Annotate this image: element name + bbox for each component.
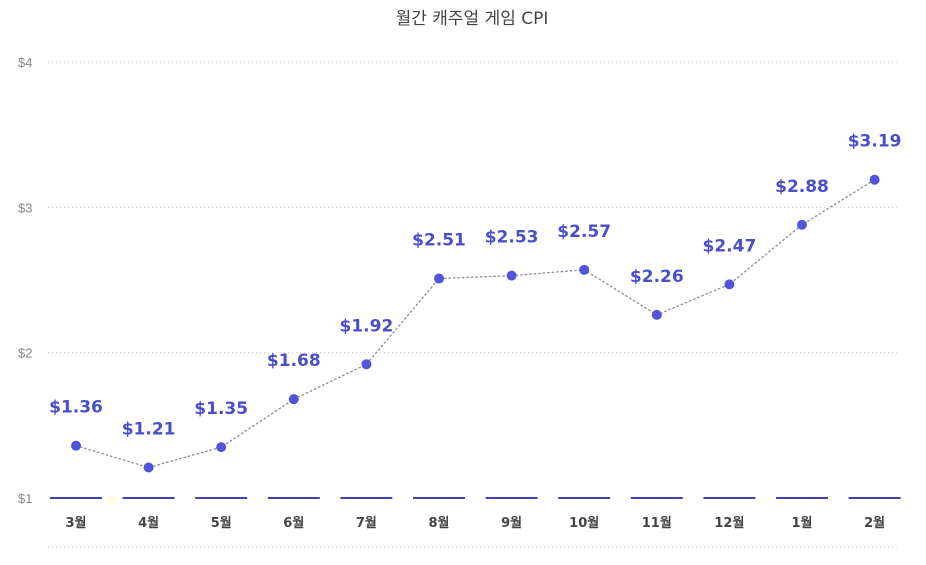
data-label: $2.53	[485, 228, 539, 248]
y-tick-label: $3	[18, 200, 32, 215]
data-point	[216, 442, 227, 453]
x-tick-label: 11월	[642, 515, 672, 531]
data-point	[506, 270, 517, 281]
data-label: $2.57	[557, 222, 611, 242]
data-point	[434, 273, 444, 284]
y-tick-label: $2	[18, 346, 32, 361]
data-label: $1.68	[267, 351, 321, 371]
x-tick-label: 9월	[501, 515, 522, 531]
data-label: $3.19	[848, 132, 902, 152]
data-point	[869, 174, 880, 185]
x-tick-label: 10월	[569, 515, 599, 531]
y-tick-label: $4	[18, 55, 32, 70]
y-axis-ticks: $1 $2 $3 $4	[18, 55, 32, 506]
data-point	[143, 462, 154, 473]
x-tick-label: 2월	[864, 515, 885, 531]
data-label: $1.21	[122, 419, 176, 439]
data-point	[361, 359, 372, 370]
y-tick-label: $1	[18, 491, 32, 506]
x-tick-label: 12월	[714, 515, 744, 531]
x-tick-label: 4월	[138, 515, 159, 531]
data-label: $1.36	[49, 398, 103, 418]
series-line	[75, 179, 876, 469]
data-point	[651, 309, 662, 320]
x-tick-label: 7월	[356, 515, 377, 531]
x-tick-label: 6월	[283, 515, 304, 531]
x-tick-label: 8월	[428, 515, 449, 531]
data-label: $2.26	[630, 267, 684, 287]
x-axis-ticks: 3월 4월 5월 6월 7월 8월 9월 10월 11월 12월 1월 2월	[65, 515, 885, 531]
data-label: $1.92	[340, 316, 394, 336]
data-point	[71, 440, 81, 451]
series-polyline	[75, 179, 876, 469]
x-tick-label: 1월	[791, 515, 812, 531]
data-label: $1.35	[194, 399, 248, 419]
data-labels: $1.36 $1.21 $1.35 $1.68 $1.92 $2.51 $2.53 $2.57…	[49, 132, 901, 440]
data-label: $2.47	[703, 236, 757, 256]
data-point	[288, 394, 299, 405]
x-tick-label: 3월	[65, 515, 86, 531]
data-point	[797, 219, 807, 230]
data-point	[579, 264, 590, 275]
chart-title: 월간 캐주얼 게임 CPI	[396, 9, 549, 29]
data-label: $2.51	[412, 231, 466, 251]
x-tick-label: 5월	[211, 515, 232, 531]
data-point	[724, 279, 735, 290]
grid-lines	[48, 61, 900, 548]
data-points	[71, 174, 880, 473]
data-label: $2.88	[775, 177, 829, 197]
